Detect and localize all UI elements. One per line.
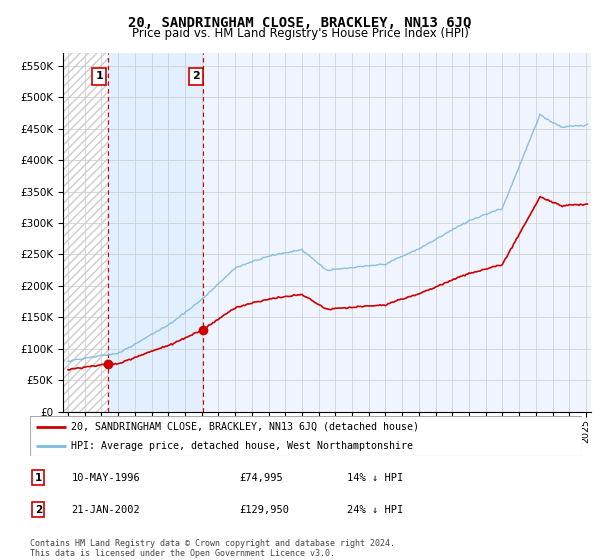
Text: £129,950: £129,950 xyxy=(240,505,290,515)
Text: 1: 1 xyxy=(95,72,103,82)
Text: 1: 1 xyxy=(35,473,42,483)
Text: Price paid vs. HM Land Registry's House Price Index (HPI): Price paid vs. HM Land Registry's House … xyxy=(131,27,469,40)
Text: 14% ↓ HPI: 14% ↓ HPI xyxy=(347,473,404,483)
Text: £74,995: £74,995 xyxy=(240,473,284,483)
Text: 10-MAY-1996: 10-MAY-1996 xyxy=(71,473,140,483)
Text: Contains HM Land Registry data © Crown copyright and database right 2024.
This d: Contains HM Land Registry data © Crown c… xyxy=(30,539,395,558)
Text: 20, SANDRINGHAM CLOSE, BRACKLEY, NN13 6JQ (detached house): 20, SANDRINGHAM CLOSE, BRACKLEY, NN13 6J… xyxy=(71,422,419,432)
Text: 20, SANDRINGHAM CLOSE, BRACKLEY, NN13 6JQ: 20, SANDRINGHAM CLOSE, BRACKLEY, NN13 6J… xyxy=(128,16,472,30)
Text: HPI: Average price, detached house, West Northamptonshire: HPI: Average price, detached house, West… xyxy=(71,441,413,450)
Text: 21-JAN-2002: 21-JAN-2002 xyxy=(71,505,140,515)
Bar xyxy=(63,53,107,412)
Bar xyxy=(63,53,107,412)
Bar xyxy=(107,53,203,412)
Text: 2: 2 xyxy=(192,72,200,82)
Text: 24% ↓ HPI: 24% ↓ HPI xyxy=(347,505,404,515)
FancyBboxPatch shape xyxy=(30,416,582,456)
Text: 2: 2 xyxy=(35,505,42,515)
